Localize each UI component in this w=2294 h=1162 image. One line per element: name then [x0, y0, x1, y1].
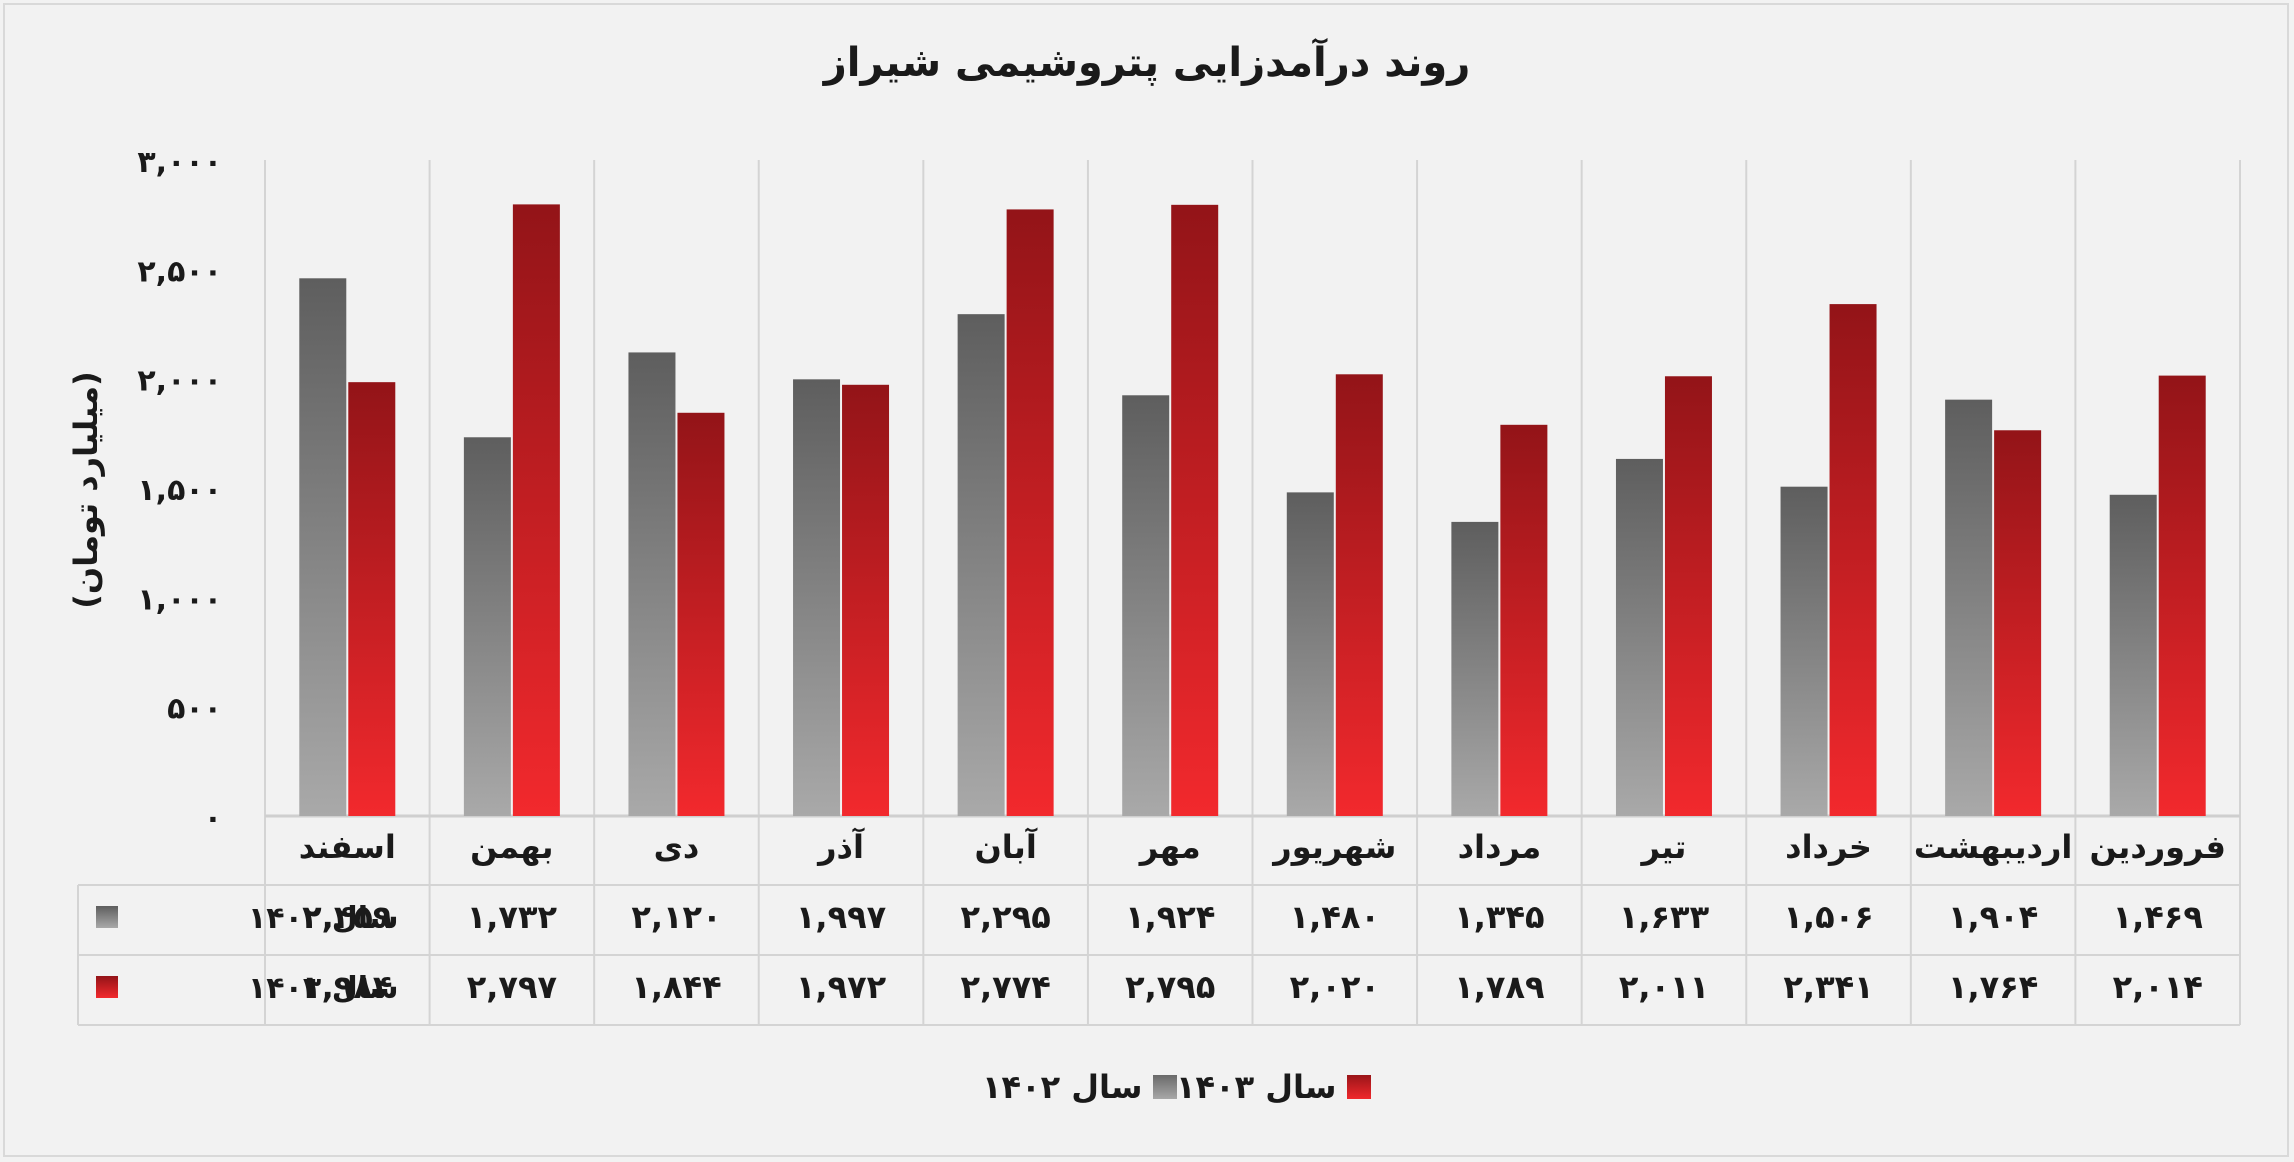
table-value-1403: ۲,۳۴۱	[1783, 968, 1873, 1006]
table-value-1402: ۱,۴۶۹	[2113, 898, 2203, 936]
category-label: آبان	[974, 827, 1037, 866]
y-tick-label: ۵۰۰	[167, 692, 222, 727]
table-value-1402: ۲,۲۹۵	[960, 898, 1050, 936]
table-value-1403: ۱,۹۷۲	[796, 968, 887, 1006]
table-value-1402: ۱,۶۳۳	[1619, 898, 1710, 936]
y-tick-label: ۳,۰۰۰	[137, 145, 222, 180]
table-value-1403: ۲,۷۷۴	[960, 968, 1050, 1006]
bar-1403	[677, 412, 725, 816]
category-label: مهر	[1138, 828, 1201, 866]
table-value-1403: ۱,۹۸۴	[302, 968, 392, 1006]
y-tick-label: ۱,۵۰۰	[137, 473, 222, 508]
bar-1402	[957, 314, 1005, 816]
bar-1402	[1122, 395, 1170, 816]
table-value-1403: ۱,۸۴۴	[631, 968, 721, 1006]
row-header-1403: سال ۱۴۰۳	[248, 971, 399, 1006]
bar-1403	[1994, 430, 2042, 816]
category-label: مرداد	[1458, 828, 1542, 866]
category-label: آذر	[816, 827, 865, 866]
table-value-1402: ۱,۹۹۷	[796, 898, 887, 936]
category-label: بهمن	[470, 828, 553, 866]
bar-1402	[628, 352, 676, 816]
table-value-1402: ۱,۵۰۶	[1783, 898, 1873, 936]
table-value-1402: ۱,۴۸۰	[1290, 898, 1380, 936]
legend-swatch-1403	[1346, 1075, 1371, 1099]
bar-1402	[2109, 494, 2157, 816]
category-label: فروردین	[2090, 828, 2226, 866]
table-value-1403: ۲,۷۹۵	[1125, 968, 1215, 1006]
legend-swatch-1402	[1152, 1075, 1177, 1099]
category-label: اسفند	[299, 828, 396, 866]
table-value-1402: ۱,۹۲۴	[1125, 898, 1215, 936]
y-tick-label: ۱,۰۰۰	[137, 582, 222, 617]
bar-1402	[463, 437, 511, 816]
row-header-1402: سال ۱۴۰۲	[248, 901, 399, 936]
table-value-1402: ۲,۴۵۹	[302, 898, 392, 936]
bar-1403	[1664, 376, 1712, 816]
chart-title: روند درآمدزایی پتروشیمی شیراز	[823, 40, 1471, 86]
bar-1403	[1500, 424, 1548, 816]
row-swatch-1403	[96, 976, 118, 998]
bar-1403	[348, 382, 396, 816]
table-value-1402: ۲,۱۲۰	[631, 898, 721, 936]
table-value-1403: ۱,۷۶۴	[1948, 968, 2038, 1006]
bar-1403	[842, 384, 890, 816]
table-value-1402: ۱,۹۰۴	[1948, 898, 2038, 936]
category-label: شهریور	[1271, 828, 1396, 866]
category-label: دی	[654, 828, 700, 866]
table-value-1403: ۱,۷۸۹	[1454, 968, 1544, 1006]
y-tick-label: ۲,۵۰۰	[137, 254, 222, 289]
table-value-1403: ۲,۰۲۰	[1290, 968, 1380, 1006]
chart-frame	[3, 3, 2289, 1157]
bar-1402	[793, 379, 841, 816]
bar-1402	[1945, 399, 1993, 816]
legend-item-1402: سال ۱۴۰۲	[982, 1068, 1177, 1106]
table-value-1402: ۱,۷۳۲	[467, 898, 558, 936]
row-swatch-1402	[96, 906, 118, 928]
bar-1402	[1780, 486, 1828, 816]
bar-1403	[1006, 209, 1054, 816]
table-value-1403: ۲,۷۹۷	[467, 968, 558, 1006]
category-label: تیر	[1639, 828, 1686, 866]
legend-label-1402: سال ۱۴۰۲	[982, 1068, 1143, 1106]
y-tick-label: ۲,۰۰۰	[137, 364, 222, 399]
category-label: اردیبهشت	[1914, 828, 2072, 866]
table-value-1402: ۱,۳۴۵	[1454, 898, 1544, 936]
bar-1402	[1286, 492, 1334, 816]
bar-1403	[1335, 374, 1383, 816]
bar-1403	[1829, 304, 1877, 816]
bar-1402	[1451, 521, 1499, 816]
legend-item-1403: سال ۱۴۰۳	[1176, 1068, 1371, 1106]
bar-1403	[2158, 375, 2206, 816]
bar-1402	[1615, 458, 1663, 816]
bar-1402	[299, 278, 347, 816]
category-label: خرداد	[1785, 828, 1872, 866]
table-value-1403: ۲,۰۱۴	[2113, 968, 2203, 1006]
bar-1403	[512, 204, 560, 816]
legend-label-1403: سال ۱۴۰۳	[1176, 1068, 1337, 1106]
bar-1403	[1171, 204, 1219, 816]
table-value-1403: ۲,۰۱۱	[1619, 968, 1709, 1006]
y-tick-label: ۰	[204, 801, 222, 836]
